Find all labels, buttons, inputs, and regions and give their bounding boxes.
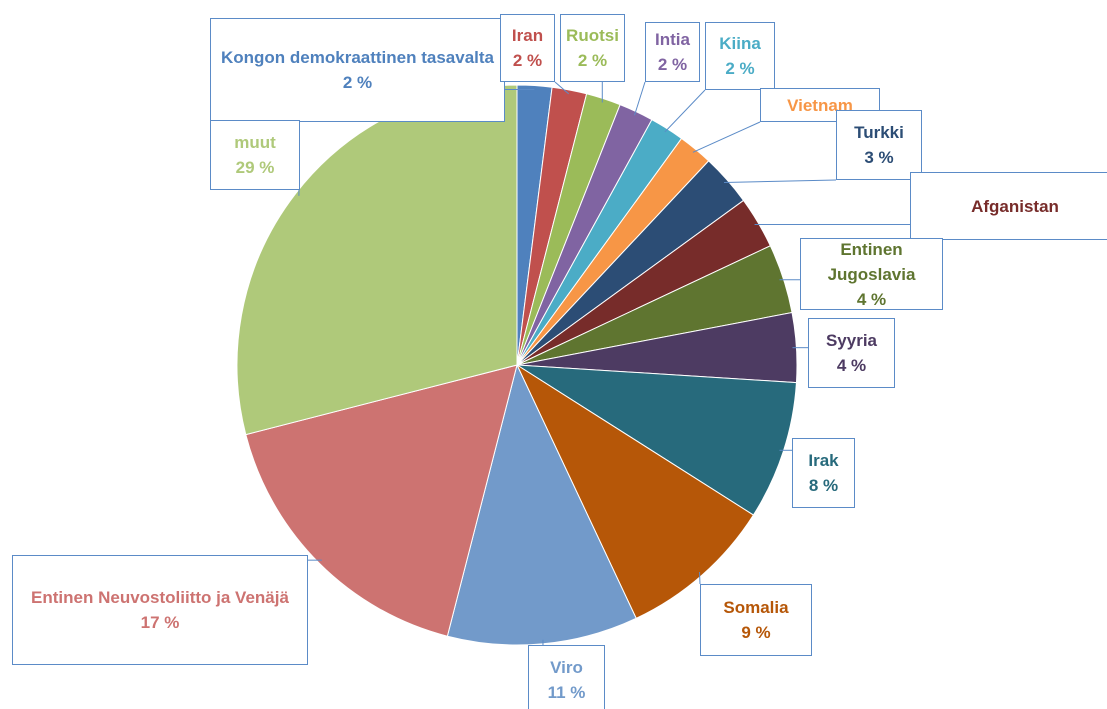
data-label: Turkki 3 %: [836, 110, 922, 180]
data-label: Irak 8 %: [792, 438, 855, 508]
category-name: Viro: [550, 658, 583, 677]
value-label: 2 %: [342, 73, 373, 92]
category-name: Turkki: [854, 123, 904, 142]
value-label: 4 %: [836, 356, 867, 375]
leader-line: [724, 179, 837, 183]
data-label: Viro 11 %: [528, 645, 605, 709]
category-name: Syyria: [825, 331, 878, 350]
category-name: Vietnam: [787, 95, 853, 115]
data-label: muut 29 %: [210, 120, 300, 190]
category-name: Kongon demokraattinen tasavalta: [220, 48, 494, 67]
value-label: 4 %: [856, 289, 887, 309]
leader-line: [664, 89, 706, 133]
category-name: Entinen Neuvostoliitto ja Venäjä: [31, 588, 289, 607]
value-label: 11 %: [547, 683, 586, 702]
category-name: Ruotsi: [566, 26, 619, 45]
category-name: Kiina: [719, 34, 761, 53]
category-name: Entinen Jugoslavia: [827, 239, 916, 284]
value-label: 8 %: [808, 476, 839, 495]
value-label: 2 %: [512, 51, 543, 70]
pie-slice: [245, 364, 518, 637]
data-label: Entinen Neuvostoliitto ja Venäjä 17 %: [12, 555, 308, 665]
value-label: 17 %: [140, 613, 180, 632]
pie-slice: [515, 363, 755, 620]
leader-line: [692, 121, 761, 153]
data-label: Intia 2 %: [645, 22, 700, 82]
data-label: Somalia 9 %: [700, 584, 812, 656]
category-name: Irak: [808, 451, 839, 470]
data-label: Ruotsi 2 %: [560, 14, 625, 82]
category-name: Intia: [655, 30, 690, 49]
value-label: 2 %: [657, 55, 688, 74]
value-label: 9 %: [741, 623, 771, 642]
value-label: 2 %: [577, 51, 608, 70]
data-label: Entinen Jugoslavia 4 %: [800, 238, 943, 310]
data-label: Kiina 2 %: [705, 22, 775, 90]
category-name: Afganistan: [971, 196, 1059, 216]
leader-line: [554, 81, 570, 95]
data-label: Afganistan: [910, 172, 1107, 240]
leader-line: [634, 81, 646, 116]
data-label: Syyria 4 %: [808, 318, 895, 388]
value-label: 29 %: [235, 158, 275, 177]
category-name: Somalia: [723, 598, 789, 617]
pie-slice: [516, 364, 797, 516]
value-label: 2 %: [725, 59, 755, 78]
data-label: Kongon demokraattinen tasavalta 2 %: [210, 18, 505, 122]
category-name: Iran: [511, 26, 544, 45]
data-label: Iran 2 %: [500, 14, 555, 82]
value-label: 3 %: [864, 148, 894, 167]
category-name: muut: [234, 133, 276, 152]
